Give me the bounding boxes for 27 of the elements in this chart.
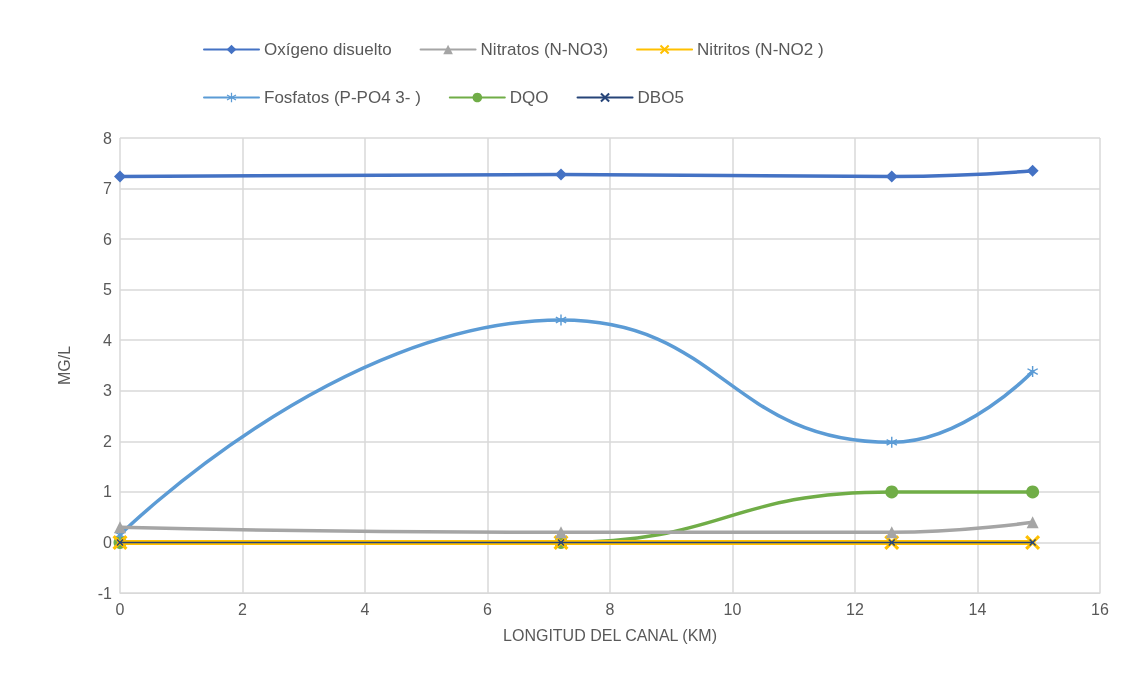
y-tick-label: 6 [103, 230, 113, 248]
legend-label: Oxígeno disuelto [264, 40, 392, 59]
y-tick-label: 8 [103, 129, 113, 147]
x-tick-label: 12 [846, 600, 864, 618]
legend-label: Nitratos (N-NO3) [480, 40, 609, 59]
y-tick-label: 3 [103, 382, 113, 400]
x-tick-label: 8 [605, 600, 615, 618]
x-tick-label: 2 [238, 600, 248, 618]
legend-label: DBO5 [637, 88, 684, 107]
y-tick-label: -1 [97, 584, 113, 602]
legend-label: Nitritos (N-NO2 ) [697, 40, 824, 59]
y-tick-label: 4 [103, 331, 113, 349]
x-tick-label: 4 [360, 600, 370, 618]
y-tick-label: 0 [103, 533, 113, 551]
x-tick-label: 10 [723, 600, 742, 618]
x-tick-label: 14 [968, 600, 987, 618]
y-tick-label: 5 [103, 281, 113, 299]
x-tick-label: 16 [1091, 600, 1109, 618]
y-tick-label: 7 [103, 180, 113, 198]
x-tick-label: 6 [483, 600, 493, 618]
y-axis-title: MG/L [55, 345, 73, 386]
y-tick-label: 2 [103, 432, 113, 450]
y-tick-label: 1 [103, 483, 113, 501]
x-tick-label: 0 [115, 600, 125, 618]
legend-label: Fosfatos (P-PO4 3- ) [264, 88, 421, 107]
x-axis-title: LONGITUD DEL CANAL (KM) [503, 626, 717, 644]
legend-label: DQO [509, 88, 549, 107]
